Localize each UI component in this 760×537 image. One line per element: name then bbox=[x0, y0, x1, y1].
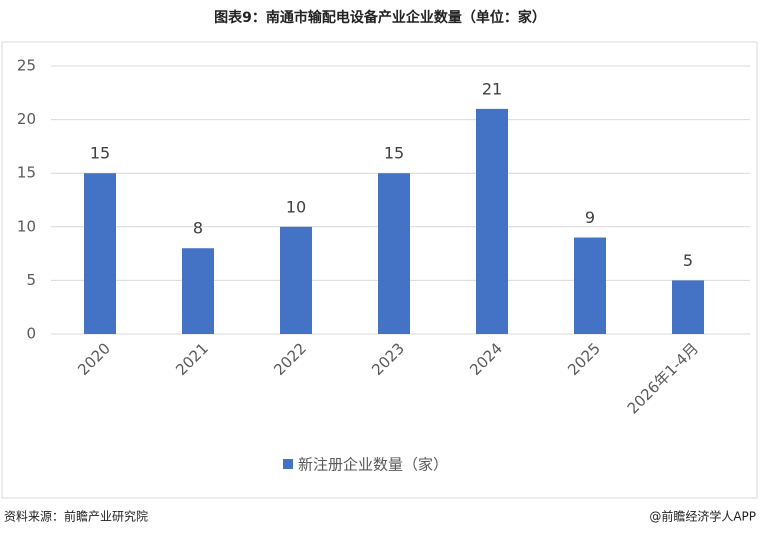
chart-title: 图表9：南通市输配电设备产业企业数量（单位：家） bbox=[214, 9, 546, 26]
value-label: 9 bbox=[585, 208, 595, 227]
x-tick-label: 2022 bbox=[270, 339, 310, 379]
source: 资料来源：前瞻产业研究院 bbox=[4, 509, 148, 524]
x-tick-label: 2024 bbox=[466, 339, 506, 379]
value-label: 21 bbox=[482, 79, 502, 98]
legend-swatch bbox=[283, 459, 293, 469]
brand: @前瞻经济学人APP bbox=[649, 509, 756, 524]
y-tick-label: 15 bbox=[17, 164, 36, 182]
value-label: 10 bbox=[286, 197, 306, 216]
y-tick-label: 20 bbox=[17, 110, 36, 128]
x-tick-label: 2026年1-4月 bbox=[624, 339, 702, 417]
chart-frame bbox=[1, 41, 758, 499]
bar bbox=[476, 108, 508, 334]
bar bbox=[84, 173, 116, 334]
x-tick-label: 2020 bbox=[74, 339, 114, 379]
bar bbox=[182, 248, 214, 334]
value-label: 15 bbox=[90, 144, 110, 163]
y-tick-label: 5 bbox=[26, 271, 36, 289]
value-label: 8 bbox=[193, 219, 203, 238]
legend-label: 新注册企业数量（家） bbox=[298, 456, 448, 474]
x-tick-label: 2025 bbox=[564, 339, 604, 379]
bar bbox=[574, 237, 606, 334]
y-tick-label: 10 bbox=[17, 217, 36, 235]
x-tick-label: 2021 bbox=[172, 339, 212, 379]
bar bbox=[672, 280, 704, 334]
x-tick-label: 2023 bbox=[368, 339, 408, 379]
y-tick-label: 0 bbox=[26, 325, 36, 343]
bar bbox=[280, 226, 312, 334]
y-tick-label: 25 bbox=[17, 57, 36, 75]
value-label: 15 bbox=[384, 144, 404, 163]
bar bbox=[378, 173, 410, 334]
value-label: 5 bbox=[683, 251, 693, 270]
